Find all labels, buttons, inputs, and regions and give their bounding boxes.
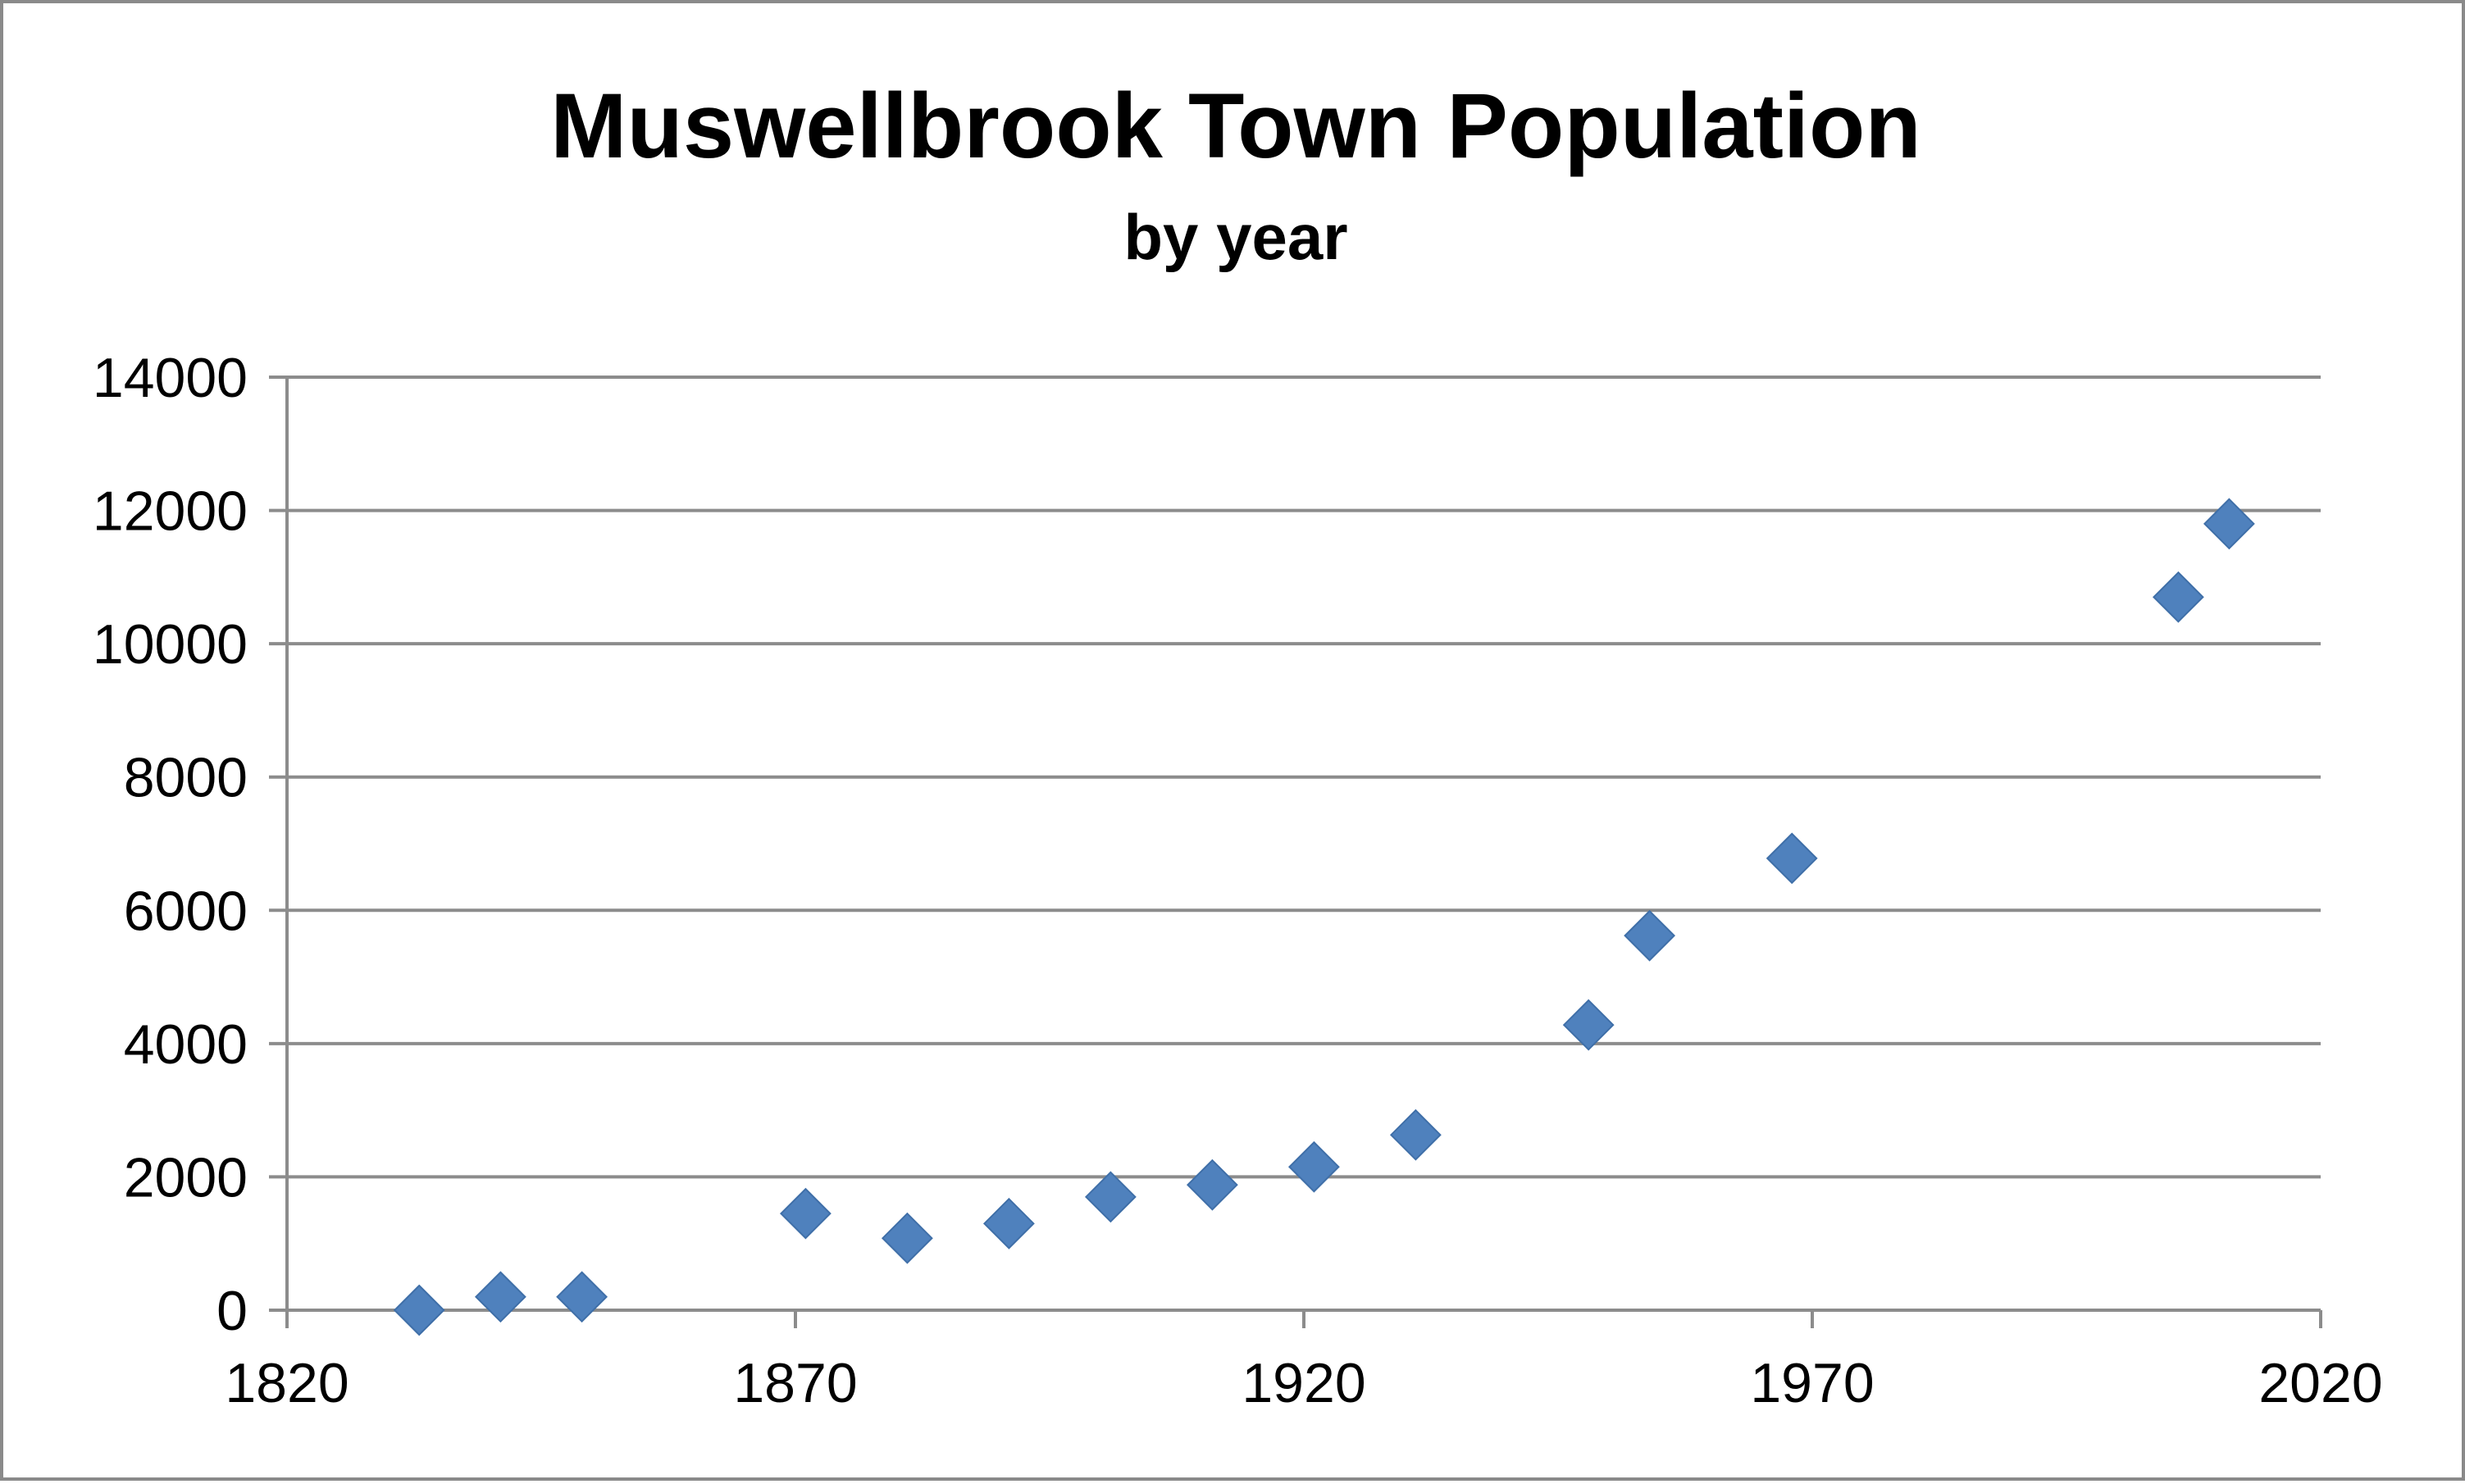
data-point-1948 — [1562, 999, 1615, 1051]
x-tick-label-1870: 1870 — [733, 1352, 857, 1414]
x-tick-label-1970: 1970 — [1750, 1352, 1874, 1414]
chart-title: Muswellbrook Town Population — [550, 75, 1921, 177]
y-tick-label-10000: 10000 — [93, 613, 248, 676]
data-point-1921 — [1287, 1140, 1340, 1193]
data-point-1841 — [474, 1271, 526, 1323]
y-tick-label-6000: 6000 — [124, 880, 248, 942]
x-tick-labels: 1820 1870 1920 1970 2020 — [225, 1352, 2382, 1414]
x-tick-label-2020: 2020 — [2258, 1352, 2382, 1414]
data-point-1911 — [1186, 1159, 1238, 1211]
data-points — [393, 498, 2255, 1336]
scatter-chart: Muswellbrook Town Population by year 0 20… — [93, 75, 2383, 1414]
x-tick-label-1920: 1920 — [1242, 1352, 1365, 1414]
data-point-2011 — [2203, 498, 2255, 550]
y-tick-label-12000: 12000 — [93, 480, 248, 543]
gridlines — [287, 376, 2321, 1179]
y-tick-label-4000: 4000 — [124, 1013, 248, 1076]
axes — [269, 376, 2322, 1328]
data-point-1968 — [1766, 832, 1818, 885]
chart-subtitle: by year — [1123, 201, 1347, 273]
x-tick-label-1820: 1820 — [225, 1352, 349, 1414]
data-point-2006 — [2152, 571, 2204, 623]
data-point-1891 — [982, 1197, 1035, 1250]
data-point-1954 — [1624, 909, 1676, 962]
data-point-1871 — [779, 1187, 832, 1240]
data-point-1901 — [1084, 1171, 1137, 1223]
y-tick-labels: 0 2000 4000 6000 8000 10000 12000 14000 — [93, 347, 248, 1342]
y-tick-label-2000: 2000 — [124, 1146, 248, 1209]
data-point-1833 — [393, 1284, 445, 1336]
y-tick-label-14000: 14000 — [93, 347, 248, 409]
data-point-1931 — [1389, 1108, 1442, 1161]
y-tick-label-0: 0 — [216, 1280, 248, 1342]
data-point-1849 — [556, 1271, 608, 1323]
y-tick-label-8000: 8000 — [124, 747, 248, 809]
data-point-1881 — [881, 1212, 933, 1264]
